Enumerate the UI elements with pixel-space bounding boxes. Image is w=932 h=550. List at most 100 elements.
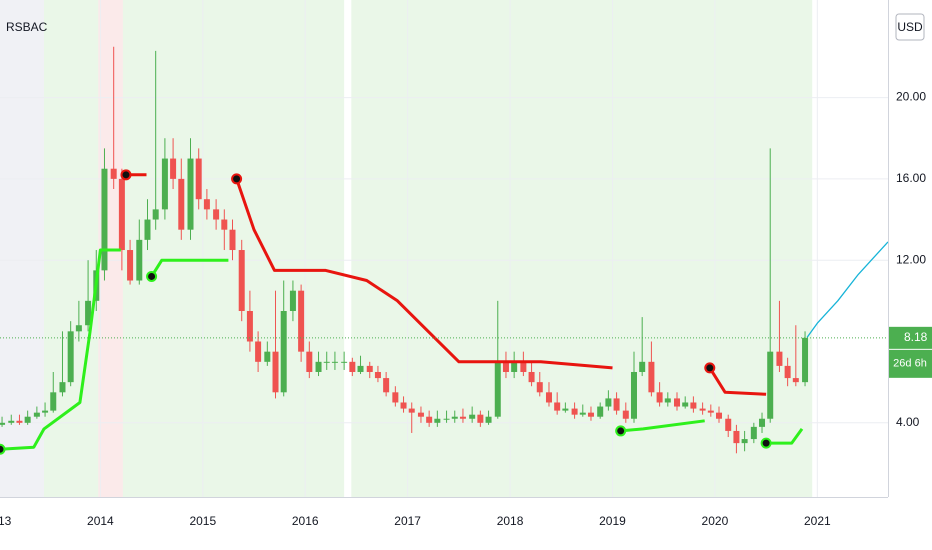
candle-body — [802, 337, 809, 383]
candle-body — [741, 439, 748, 444]
candle-body — [494, 361, 501, 417]
indicator-line — [0, 248, 804, 451]
candle-body — [682, 402, 689, 407]
currency[interactable]: USD — [897, 20, 923, 34]
candle-body — [101, 168, 108, 271]
candle-body — [75, 325, 82, 332]
countdown-box — [889, 349, 932, 378]
candle-body — [536, 382, 543, 393]
y-tick-label: 12.00 — [896, 252, 926, 266]
candle-body — [784, 365, 791, 379]
candle-body — [136, 239, 143, 281]
symbol: RSBAC — [6, 20, 48, 34]
candle-body — [306, 351, 313, 372]
x-tick-label: 2014 — [87, 514, 114, 528]
candle-body — [426, 416, 433, 423]
signal-marker — [704, 362, 716, 374]
x-tick-label: 2013 — [0, 514, 12, 528]
candle-body — [255, 341, 262, 362]
candle-body — [690, 402, 697, 409]
candle-body — [443, 418, 450, 420]
candle-body — [127, 250, 134, 281]
y-tick-label: 20.00 — [896, 90, 926, 104]
y-tick-label: 4.00 — [896, 415, 920, 429]
candle-body — [485, 416, 492, 423]
candle-body — [579, 412, 586, 415]
background-band — [44, 0, 345, 497]
candle-body — [545, 392, 552, 403]
candle-body — [511, 361, 518, 372]
candle-body — [272, 351, 279, 393]
candle-body — [451, 416, 458, 419]
candle-body — [469, 414, 476, 419]
currency-box[interactable] — [895, 13, 925, 41]
signal-marker — [120, 169, 132, 181]
candle-body — [528, 371, 535, 383]
plot-area — [0, 0, 888, 497]
candle-body — [664, 398, 671, 403]
signal-marker — [615, 425, 627, 437]
candle-body — [67, 331, 74, 383]
candle-body — [571, 408, 578, 415]
x-tick-label: 2017 — [394, 514, 421, 528]
candle-body — [289, 290, 296, 312]
candle-body — [187, 158, 194, 230]
candle-body — [170, 158, 177, 179]
candle-body — [85, 300, 92, 326]
candle-body — [110, 168, 117, 179]
candle-body — [554, 402, 561, 411]
candle-body — [144, 219, 151, 240]
signal-marker — [231, 173, 243, 185]
candle-body — [213, 209, 220, 220]
signal-marker — [760, 437, 772, 449]
candle-body — [562, 408, 569, 411]
candle-body — [408, 408, 415, 413]
candle-body — [400, 402, 407, 409]
candle-body — [298, 290, 305, 352]
candle-body — [750, 426, 757, 440]
candle-body — [33, 412, 40, 417]
candle-body — [477, 414, 484, 423]
candle-body — [417, 412, 424, 417]
indicator-line — [806, 241, 888, 338]
candle-body — [203, 199, 210, 210]
candle-body — [331, 361, 338, 363]
candle-body — [767, 351, 774, 419]
candle-body — [50, 392, 57, 411]
x-tick-label: 2019 — [599, 514, 626, 528]
candle-body — [759, 418, 766, 427]
x-tick-label: 2016 — [292, 514, 319, 528]
x-tick-label: 2021 — [804, 514, 831, 528]
candle-body — [221, 219, 228, 230]
candle-body — [8, 420, 15, 423]
candle-body — [622, 410, 629, 419]
candle-body — [707, 410, 714, 413]
candle-body — [152, 209, 159, 220]
candle-body — [716, 412, 723, 419]
signal-marker — [0, 443, 6, 455]
candle-body — [24, 416, 31, 423]
candle-body — [42, 410, 49, 413]
candle-body — [229, 229, 236, 251]
candle-body — [639, 361, 646, 372]
candle-body — [366, 365, 373, 372]
candle-body — [0, 422, 6, 425]
plot-layer — [0, 0, 888, 497]
candle-body — [392, 392, 399, 403]
candle-body — [195, 158, 202, 200]
candle-body — [264, 351, 271, 362]
candle-body — [383, 378, 390, 393]
countdown: 26d 6h — [893, 358, 927, 370]
candle-body — [656, 392, 663, 403]
candle-body — [597, 406, 604, 417]
candle-body — [587, 412, 594, 417]
candle-body — [648, 361, 655, 393]
price-label-box — [889, 326, 932, 349]
candle-body — [776, 351, 783, 366]
candle-body — [733, 430, 740, 444]
candle-body — [246, 311, 253, 342]
price-label: 8.18 — [904, 330, 928, 344]
candle-body — [374, 371, 381, 379]
candle-body — [674, 398, 681, 407]
